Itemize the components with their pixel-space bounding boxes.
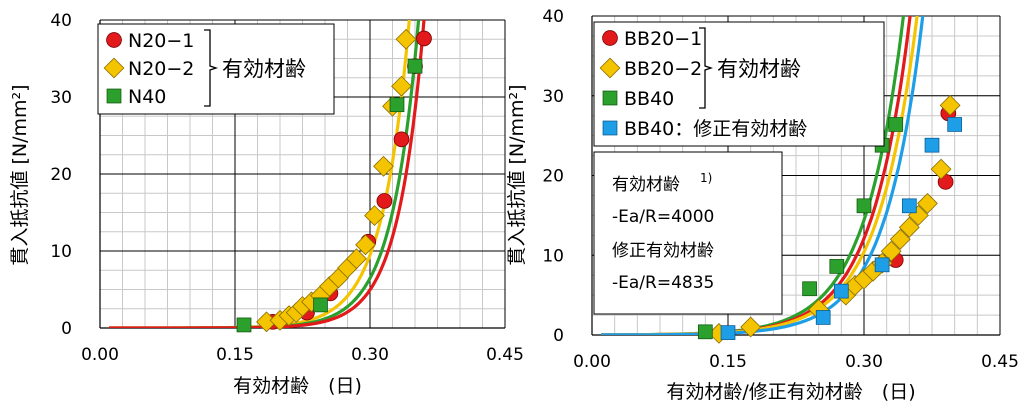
legend: BB20−1 BB20−2 BB40 BB40：修正有効材齢 有効材齢 <box>593 21 885 147</box>
series-4 <box>720 117 963 340</box>
legend-entry-label: BB40 <box>624 88 674 110</box>
data-point <box>917 193 938 214</box>
x-tick-label: 0.45 <box>486 345 524 365</box>
y-tick-label: 30 <box>50 88 72 108</box>
data-point <box>395 28 417 50</box>
legend-marker <box>602 90 618 106</box>
data-point <box>391 75 412 97</box>
legend-marker <box>599 57 621 79</box>
data-point <box>802 281 817 297</box>
data-point <box>236 317 252 333</box>
legend-marker <box>602 30 618 46</box>
annotation-line-1: 有効材齢 <box>612 175 680 195</box>
data-point <box>889 228 911 250</box>
annotation-line-3: 修正有効材齢 <box>612 241 714 261</box>
data-point <box>364 205 385 226</box>
legend-entry-label: BB20−2 <box>624 58 702 80</box>
x-tick-label: 0.15 <box>709 352 747 372</box>
x-tick-label: 0.30 <box>351 345 389 365</box>
y-axis-label: 貫入抵抗値 [N/mm²] <box>9 84 31 265</box>
y-tick-label: 20 <box>50 165 72 185</box>
data-point <box>856 198 872 214</box>
data-point <box>898 216 920 238</box>
legend-bracket <box>699 27 714 109</box>
legend-marker <box>106 88 122 104</box>
data-point <box>901 198 917 214</box>
annotation-line-2: -Ea/R=4000 <box>612 207 714 227</box>
fit-curve-4 <box>601 16 925 335</box>
data-point <box>389 97 405 113</box>
annotation-box: 有効材齢 1) -Ea/R=4000 修正有効材齢 -Ea/R=4835 <box>593 151 783 315</box>
legend: N20−1 N20−2 N40 有効材齢 <box>97 23 335 115</box>
chart-2: 0.00 0.15 0.30 0.45 0 10 20 30 40 有効材齢/修正有効材齢 (日)… <box>506 7 1019 403</box>
data-point <box>720 325 736 340</box>
y-tick-label: 0 <box>61 319 72 339</box>
y-tick-label: 30 <box>542 87 564 107</box>
data-point <box>407 58 423 74</box>
legend-entry-label: N40 <box>128 86 166 108</box>
series-3 <box>697 117 904 340</box>
data-point <box>740 316 762 338</box>
x-axis-label: 有効材齢 (日) <box>233 375 362 397</box>
annotation-superscript: 1) <box>700 171 712 185</box>
data-point <box>355 234 376 256</box>
legend-entry-label: BB20−1 <box>624 28 702 50</box>
x-tick-label: 0.45 <box>981 352 1019 372</box>
y-tick-label: 0 <box>553 326 564 346</box>
y-tick-label: 10 <box>50 242 72 262</box>
annotation-frame <box>593 151 783 315</box>
data-point <box>833 283 849 299</box>
data-point <box>697 324 713 340</box>
x-tick-label: 0.15 <box>216 345 254 365</box>
data-point <box>874 257 890 273</box>
legend-bracket-label: 有効材齢 <box>222 57 306 81</box>
legend-marker <box>106 32 122 48</box>
y-tick-label: 40 <box>50 11 72 31</box>
chart-1: 0.00 0.15 0.30 0.45 0 10 20 30 40 有効材齢 (日) 貫入抵抗値 [… <box>9 11 524 397</box>
x-tick-label: 0.30 <box>845 352 883 372</box>
data-point <box>924 137 940 153</box>
x-tick-label: 0.00 <box>573 352 611 372</box>
data-point <box>939 94 961 116</box>
y-tick-label: 20 <box>542 167 564 187</box>
data-point <box>416 30 432 47</box>
data-point <box>930 158 952 180</box>
y-tick-label: 10 <box>542 246 564 266</box>
data-point <box>888 117 904 132</box>
data-point <box>393 131 410 148</box>
legend-marker <box>103 57 125 79</box>
data-point <box>947 117 963 132</box>
data-point <box>376 193 393 209</box>
legend-box <box>593 21 885 147</box>
data-point <box>373 155 394 177</box>
legend-bracket-label: 有効材齢 <box>717 57 801 81</box>
data-point <box>815 310 831 325</box>
annotation-line-4: -Ea/R=4835 <box>612 273 714 293</box>
legend-entry-label: BB40：修正有効材齢 <box>624 118 807 140</box>
y-tick-label: 40 <box>542 7 564 27</box>
series-3 <box>236 58 423 333</box>
legend-entry-label: N20−1 <box>128 30 194 52</box>
legend-entry-label: N20−2 <box>128 58 194 80</box>
x-tick-label: 0.00 <box>81 345 119 365</box>
legend-box <box>97 23 335 115</box>
data-point <box>313 297 328 313</box>
data-point <box>346 248 367 270</box>
legend-marker <box>602 120 618 136</box>
data-point <box>880 240 902 262</box>
legend-bracket <box>204 29 219 107</box>
x-axis-label: 有効材齢/修正有効材齢 (日) <box>666 381 915 403</box>
y-axis-label: 貫入抵抗値 [N/mm²] <box>506 84 528 265</box>
data-point <box>829 259 845 274</box>
